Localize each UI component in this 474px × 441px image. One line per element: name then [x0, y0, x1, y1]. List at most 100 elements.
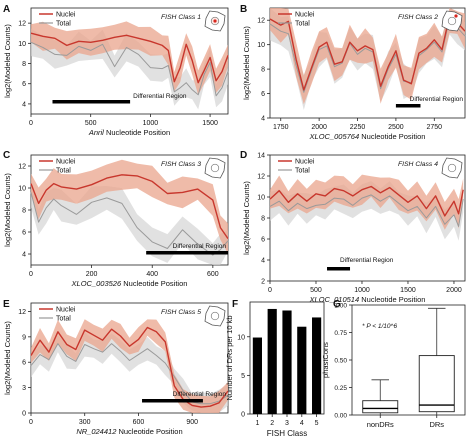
y-axis-label: log2(Modeled Counts): [242, 181, 251, 255]
differential-region-bar: [142, 399, 203, 403]
panel-e: E Differential Region 0 300 600 900 0 3 6 9 12 NR_0…: [3, 299, 229, 436]
band-nuclei: [31, 21, 228, 95]
panel-letter: A: [3, 4, 10, 15]
x-tick-label: 500: [310, 287, 322, 294]
y-tick-label: 12: [257, 18, 265, 25]
panel-letter: B: [240, 4, 247, 15]
x-tick-label: 300: [79, 419, 91, 426]
band-total: [31, 177, 228, 265]
x-tick-label: 1000: [354, 287, 370, 294]
differential-region-bar: [327, 267, 351, 271]
bar: [312, 317, 322, 414]
box-nondrs: [362, 400, 399, 414]
panel-letter: E: [3, 299, 10, 310]
y-tick-label: 8: [22, 61, 26, 68]
x-tick-label: 1: [255, 420, 259, 427]
differential-region-bar: [52, 100, 131, 104]
box-drs: [418, 355, 455, 413]
y-tick-label: 6: [22, 230, 26, 237]
y-tick-label: 2: [261, 279, 265, 286]
series-line-nuclei: [30, 326, 229, 408]
x-axis-label: XLOC_005764 Nucleotide Position: [309, 132, 426, 141]
rna-dot-icon: [213, 19, 217, 23]
x-tick-label: 1000: [143, 120, 159, 127]
y-tick-label: 12: [257, 174, 265, 181]
nucleus-icon: [210, 311, 220, 321]
x-tick-label: 0: [29, 120, 33, 127]
bar: [297, 326, 307, 414]
band-nuclei: [270, 174, 464, 230]
y-axis-label: log2(Modeled Counts): [3, 24, 12, 98]
x-tick-label: 600: [133, 419, 145, 426]
x-axis-label: FISH Class: [267, 429, 307, 438]
x-tick-label: 2250: [350, 124, 366, 131]
bar: [282, 310, 292, 414]
y-tick-label: 10: [257, 195, 265, 202]
nucleus-icon: [447, 16, 457, 26]
y-tick-label: 5: [241, 373, 245, 380]
y-axis-label: log2(Modeled Counts): [3, 321, 12, 395]
panel-letter: F: [232, 299, 238, 310]
x-axis-label: NR_024412 Nucleotide Position: [76, 427, 182, 436]
x-tick-label: 0: [29, 419, 33, 426]
bar: [267, 308, 277, 414]
y-tick-label: 10: [18, 186, 26, 193]
y-tick-label: 0.25: [334, 385, 347, 392]
legend-label-nuclei: Nuclei: [56, 12, 76, 19]
x-tick-label: 0: [268, 287, 272, 294]
x-tick-label: 5: [315, 420, 319, 427]
y-tick-label: 12: [18, 21, 26, 28]
y-tick-label: 8: [261, 67, 265, 74]
y-tick-label: 6: [261, 237, 265, 244]
x-axis-label: Anril Nucleotide Position: [88, 128, 170, 137]
y-axis-label: log2(Modeled Counts): [242, 26, 251, 100]
panel-a: A Differential Region 0 500 1000 1500 4 6 8 10 12 A…: [3, 4, 229, 137]
x-axis-label: XLOC_003526 Nucleotide Position: [71, 279, 188, 288]
y-tick-label: 0: [22, 411, 26, 418]
band-nuclei: [31, 319, 228, 413]
y-axis-label: phastCons: [321, 342, 330, 378]
legend-label-total: Total: [295, 21, 310, 28]
y-tick-label: 12: [18, 164, 26, 171]
x-tick-label: 2500: [388, 124, 404, 131]
x-tick-label: 2000: [311, 124, 327, 131]
differential-region-label: Differential Region: [173, 243, 227, 250]
differential-region-bar: [395, 104, 421, 108]
y-tick-label: 4: [261, 258, 265, 265]
series-line-nuclei: [30, 174, 229, 239]
series-line-nuclei: [30, 32, 229, 84]
series-line-total: [30, 343, 229, 405]
x-tick-label: DRs: [429, 420, 444, 429]
rna-dot-icon: [454, 14, 458, 18]
fish-class-label: FISH Class 4: [398, 161, 438, 168]
differential-region-label: Differential Region: [173, 391, 227, 398]
series-line-nuclei: [269, 185, 464, 217]
x-tick-label: 600: [207, 271, 219, 278]
x-tick-label: 3: [285, 420, 289, 427]
panel-d: D Differential Region 0 500 1000 1500 2000 2 4 6 8…: [240, 150, 466, 304]
y-tick-label: 10: [257, 42, 265, 49]
x-tick-label: 400: [146, 271, 158, 278]
x-tick-label: 4: [300, 420, 304, 427]
panel-b: B Differential Region 1750 2000 2250 2500 2750…: [240, 4, 466, 141]
y-tick-label: 12: [18, 309, 26, 316]
x-tick-label: 900: [186, 419, 198, 426]
x-tick-label: 1750: [273, 124, 289, 131]
y-tick-label: 0.50: [334, 358, 347, 365]
y-tick-label: 1.00: [334, 303, 347, 310]
x-axis-label: XLOC_010514 Nucleotide Position: [309, 295, 426, 304]
panel-letter: D: [240, 150, 247, 161]
legend-label-nuclei: Nuclei: [295, 12, 315, 19]
y-tick-label: 8: [261, 216, 265, 223]
fish-class-label: FISH Class 2: [398, 14, 438, 21]
legend-label-nuclei: Nuclei: [295, 159, 315, 166]
y-tick-label: 6: [22, 360, 26, 367]
x-tick-label: 200: [86, 271, 98, 278]
y-tick-label: 0.75: [334, 330, 347, 337]
y-tick-label: 9: [22, 334, 26, 341]
y-tick-label: 3: [22, 385, 26, 392]
x-tick-label: 2: [270, 420, 274, 427]
x-tick-label: 2750: [427, 124, 443, 131]
